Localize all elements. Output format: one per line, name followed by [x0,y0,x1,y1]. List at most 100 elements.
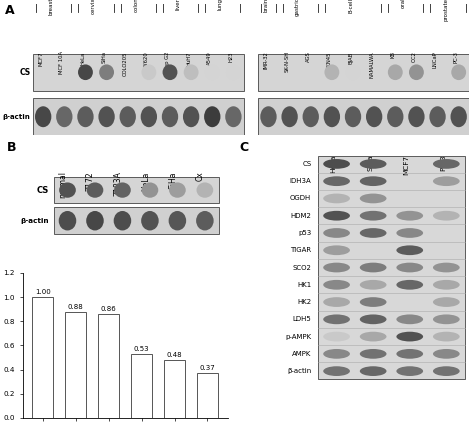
Text: β-actin: β-actin [2,114,30,120]
Ellipse shape [141,211,159,230]
Ellipse shape [183,106,199,127]
Ellipse shape [78,65,93,80]
Ellipse shape [323,159,350,169]
Bar [33,98,244,135]
Ellipse shape [163,65,177,80]
Text: CS: CS [37,186,49,195]
Ellipse shape [396,228,423,238]
Text: SCO2: SCO2 [292,265,311,271]
Ellipse shape [324,65,339,80]
Text: AGS: AGS [306,51,311,62]
Ellipse shape [323,211,350,221]
Text: SW620: SW620 [144,51,149,70]
Text: Z172: Z172 [86,171,95,191]
Ellipse shape [433,349,460,359]
Ellipse shape [346,65,360,80]
Ellipse shape [433,314,460,324]
Text: p53: p53 [298,230,311,236]
Text: Cx: Cx [196,171,205,181]
Ellipse shape [360,332,386,341]
Ellipse shape [86,211,104,230]
Text: C: C [239,141,248,154]
Text: A: A [5,4,14,17]
Ellipse shape [396,332,423,341]
Ellipse shape [396,314,423,324]
Text: β-actin: β-actin [21,218,49,224]
Ellipse shape [433,262,460,272]
Text: MKN45: MKN45 [327,51,332,70]
Ellipse shape [396,262,423,272]
Text: NAMALWA: NAMALWA [369,51,374,78]
Text: OGDH: OGDH [290,195,311,201]
Ellipse shape [59,211,76,230]
Ellipse shape [360,262,386,272]
Text: prostate: prostate [443,0,448,21]
Bar [258,54,469,91]
Ellipse shape [360,297,386,307]
Ellipse shape [360,176,386,186]
Ellipse shape [433,297,460,307]
Text: IMR-32: IMR-32 [264,51,268,69]
Text: H23: H23 [228,51,233,62]
Ellipse shape [396,245,423,255]
Ellipse shape [99,106,115,127]
Bar [319,156,465,379]
Text: B: B [7,141,17,154]
Ellipse shape [433,159,460,169]
Text: SiHa: SiHa [101,51,107,63]
Ellipse shape [451,65,466,80]
Ellipse shape [360,280,386,289]
Ellipse shape [323,245,350,255]
Ellipse shape [360,366,386,376]
Ellipse shape [360,194,386,203]
Ellipse shape [162,106,178,127]
Text: IDH3A: IDH3A [290,178,311,184]
Text: MCF 10A: MCF 10A [59,51,64,74]
Ellipse shape [323,176,350,186]
Text: Z183A: Z183A [113,171,122,196]
Ellipse shape [387,106,403,127]
Ellipse shape [433,366,460,376]
Text: MCF7: MCF7 [404,154,410,175]
Text: HK1: HK1 [297,282,311,288]
Ellipse shape [196,211,214,230]
Text: cervix: cervix [91,0,96,14]
Text: lung: lung [218,0,223,10]
Bar [54,208,219,234]
Ellipse shape [433,211,460,221]
Ellipse shape [409,65,424,80]
Ellipse shape [396,349,423,359]
Text: LNCaP: LNCaP [433,51,438,68]
Text: liver: liver [175,0,181,10]
Ellipse shape [114,211,131,230]
Text: oral: oral [401,0,406,8]
Text: p-AMPK: p-AMPK [285,334,311,340]
Ellipse shape [260,106,277,127]
Text: HDM2: HDM2 [291,213,311,219]
Ellipse shape [205,65,219,80]
Ellipse shape [323,194,350,203]
Text: B-cell: B-cell [348,0,353,13]
Text: SiHa: SiHa [168,171,177,189]
Ellipse shape [77,106,94,127]
Text: BJAB: BJAB [348,51,353,64]
Ellipse shape [360,228,386,238]
Ellipse shape [450,106,467,127]
Text: COLO205: COLO205 [123,51,128,76]
Ellipse shape [226,65,241,80]
Text: CS: CS [302,161,311,167]
Text: PC-3: PC-3 [440,154,447,171]
Ellipse shape [141,106,157,127]
Text: A549: A549 [207,51,212,65]
Ellipse shape [87,182,103,198]
Text: OC2: OC2 [411,51,417,62]
Ellipse shape [197,182,213,198]
Text: brain: brain [264,0,268,12]
Text: gastric: gastric [295,0,300,16]
Ellipse shape [433,280,460,289]
Ellipse shape [388,65,403,80]
Text: HuH7: HuH7 [186,51,191,66]
Ellipse shape [169,211,186,230]
Ellipse shape [324,106,340,127]
Ellipse shape [184,65,199,80]
